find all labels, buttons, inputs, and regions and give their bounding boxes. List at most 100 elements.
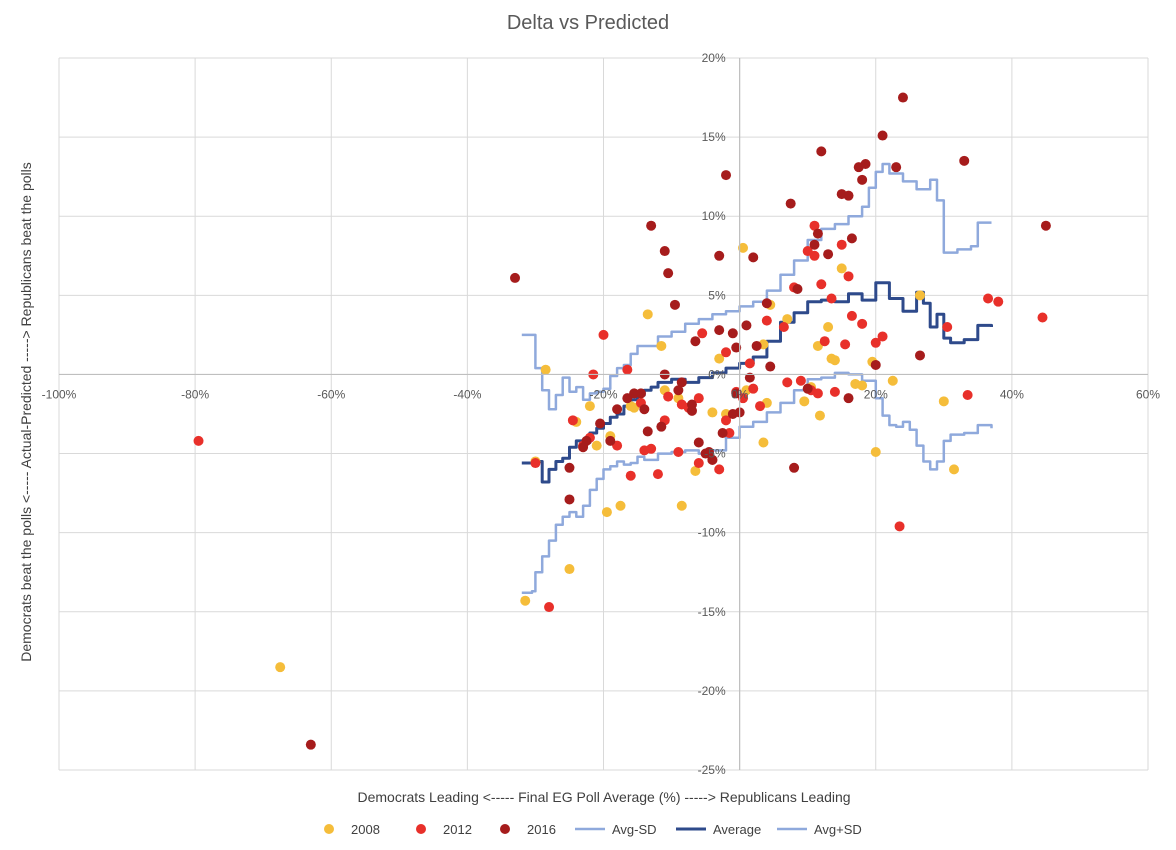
data-point-2016 xyxy=(846,233,857,244)
legend-label-2012: 2012 xyxy=(443,822,472,837)
y-tick-label: 5% xyxy=(708,288,726,302)
data-point-2012 xyxy=(942,321,953,332)
data-point-2016 xyxy=(751,340,762,351)
legend-label-avg-sd: Avg-SD xyxy=(612,822,657,837)
x-tick-label: 0% xyxy=(731,387,749,401)
data-point-2012 xyxy=(894,521,905,532)
data-point-2008 xyxy=(564,564,575,575)
data-point-2016 xyxy=(823,249,834,260)
data-point-2012 xyxy=(802,246,813,257)
data-point-2016 xyxy=(717,427,728,438)
data-point-2016 xyxy=(595,418,606,429)
data-point-2008 xyxy=(676,500,687,511)
data-point-2012 xyxy=(544,602,555,613)
data-point-2012 xyxy=(809,220,820,231)
data-point-2016 xyxy=(792,284,803,295)
data-point-2016 xyxy=(785,198,796,209)
data-point-2012 xyxy=(693,458,704,469)
data-point-2016 xyxy=(721,170,732,181)
data-point-2012 xyxy=(652,469,663,480)
legend-label-2016: 2016 xyxy=(527,822,556,837)
data-point-2008 xyxy=(758,437,769,448)
data-point-2012 xyxy=(755,401,766,412)
data-point-2012 xyxy=(829,386,840,397)
data-point-2012 xyxy=(693,393,704,404)
x-tick-label: 60% xyxy=(1136,387,1160,401)
data-point-2016 xyxy=(605,435,616,446)
data-point-2012 xyxy=(795,375,806,386)
gridlines xyxy=(58,57,1149,771)
data-point-2012 xyxy=(639,445,650,456)
data-point-2016 xyxy=(959,155,970,166)
data-point-2016 xyxy=(686,405,697,416)
data-point-2016 xyxy=(914,350,925,361)
y-tick-label: -10% xyxy=(698,526,726,540)
data-point-2008 xyxy=(782,314,793,325)
data-point-2016 xyxy=(731,388,742,399)
data-point-2016 xyxy=(877,130,888,141)
data-point-2016 xyxy=(870,359,881,370)
legend-label-average: Average xyxy=(713,822,761,837)
data-point-2012 xyxy=(983,293,994,304)
y-tick-label: -5% xyxy=(704,447,726,461)
data-point-2016 xyxy=(744,372,755,383)
legend-label-2008: 2008 xyxy=(351,822,380,837)
legend-swatch-2008 xyxy=(324,824,334,834)
data-point-2008 xyxy=(857,380,868,391)
data-point-2012 xyxy=(836,239,847,250)
data-point-2008 xyxy=(601,507,612,518)
data-point-2008 xyxy=(520,595,531,606)
data-point-2008 xyxy=(656,340,667,351)
data-point-2008 xyxy=(738,242,749,253)
data-point-2016 xyxy=(669,299,680,310)
data-point-2016 xyxy=(305,739,316,750)
data-point-2012 xyxy=(673,446,684,457)
data-point-2012 xyxy=(962,390,973,401)
data-point-2016 xyxy=(843,190,854,201)
data-point-2016 xyxy=(897,92,908,103)
data-point-2016 xyxy=(809,239,820,250)
data-point-2016 xyxy=(731,342,742,353)
chart-title: Delta vs Predicted xyxy=(507,12,669,34)
data-point-2008 xyxy=(829,355,840,366)
data-point-2012 xyxy=(846,310,857,321)
legend-swatch-2012 xyxy=(416,824,426,834)
data-point-2016 xyxy=(564,462,575,473)
data-point-2012 xyxy=(598,329,609,340)
data-point-2012 xyxy=(1037,312,1048,323)
data-point-2008 xyxy=(591,440,602,451)
y-tick-label: -20% xyxy=(698,684,726,698)
series-line-average xyxy=(521,281,993,484)
data-point-2016 xyxy=(761,298,772,309)
data-point-2016 xyxy=(843,393,854,404)
data-point-2016 xyxy=(816,146,827,157)
data-point-2016 xyxy=(612,404,623,415)
data-point-2012 xyxy=(782,377,793,388)
data-point-2016 xyxy=(646,220,657,231)
data-point-2016 xyxy=(727,328,738,339)
data-point-2016 xyxy=(741,320,752,331)
data-point-2012 xyxy=(840,339,851,350)
data-point-2016 xyxy=(639,404,650,415)
data-point-2008 xyxy=(914,290,925,301)
data-point-2016 xyxy=(676,377,687,388)
data-point-2016 xyxy=(690,336,701,347)
data-point-2012 xyxy=(993,296,1004,307)
data-point-2012 xyxy=(530,458,541,469)
x-tick-label: -20% xyxy=(589,387,617,401)
data-point-2016 xyxy=(812,228,823,239)
data-point-2016 xyxy=(659,246,670,257)
data-point-2008 xyxy=(799,396,810,407)
data-point-2016 xyxy=(765,361,776,372)
data-point-2016 xyxy=(693,437,704,448)
data-point-2008 xyxy=(823,321,834,332)
data-point-2012 xyxy=(625,470,636,481)
data-point-2012 xyxy=(714,464,725,475)
data-point-2008 xyxy=(584,401,595,412)
y-tick-label: 15% xyxy=(702,130,726,144)
data-point-2016 xyxy=(891,162,902,173)
x-tick-label: 40% xyxy=(1000,387,1024,401)
data-point-2012 xyxy=(870,337,881,348)
y-tick-label: 20% xyxy=(702,51,726,65)
data-point-2016 xyxy=(857,174,868,185)
